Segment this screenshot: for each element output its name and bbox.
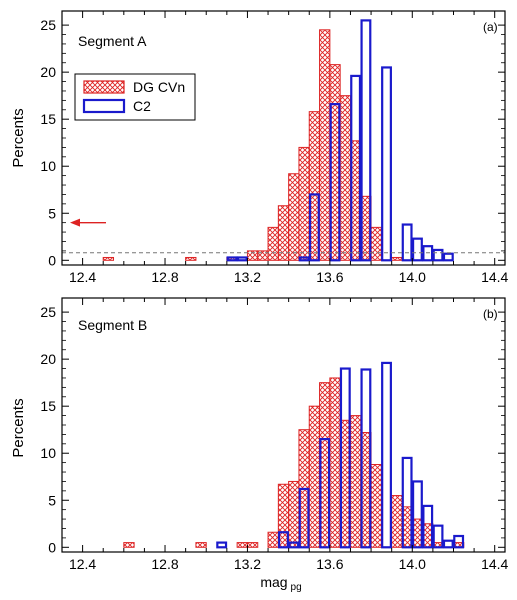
bar [360, 368, 372, 549]
bar [442, 252, 454, 262]
legend-label-c2: C2 [133, 98, 151, 114]
x-tick-label: 12.4 [69, 556, 96, 572]
x-tick-label: 13.6 [316, 269, 343, 285]
bar [381, 361, 392, 549]
bar [411, 480, 423, 549]
panel-a-panel-label: (a) [483, 20, 498, 34]
x-tick-label: 14.0 [399, 556, 426, 572]
bar [102, 256, 115, 261]
panel-b-plot-area: 12.4 12.8 13.2 13.6 14.0 14.4 0 5 10 15 20 25 [40, 297, 509, 572]
panel-b-y-axis-label: Percents [10, 398, 27, 457]
panel-b: 12.4 12.8 13.2 13.6 14.0 14.4 0 5 10 15 20 25 Segme… [10, 297, 509, 593]
bar [123, 542, 135, 548]
bar [391, 256, 403, 261]
y-tick-label: 15 [40, 111, 56, 127]
x-tick-label: 13.2 [234, 556, 261, 572]
panel-a: 12.4 12.8 13.2 13.6 14.0 14.4 0 5 10 15 20 25 Segme… [10, 10, 509, 285]
bar [442, 539, 454, 549]
y-tick-label: 0 [48, 252, 56, 268]
x-tick-label: 12.8 [151, 269, 178, 285]
bar [277, 205, 290, 261]
x-tick-label: 12.4 [69, 269, 96, 285]
bar [349, 415, 362, 548]
bar [185, 256, 197, 261]
bar [246, 542, 259, 548]
bar [319, 438, 331, 549]
bar [288, 480, 300, 548]
panel-b-segment-label: Segment B [78, 317, 147, 333]
arrow-head [70, 218, 80, 227]
x-tick-label: 12.8 [151, 556, 178, 572]
legend-swatch-c2 [82, 98, 126, 114]
bar [288, 173, 300, 261]
y-tick-label: 25 [40, 17, 56, 33]
y-tick-label: 25 [40, 304, 56, 320]
bar [350, 74, 362, 262]
bar [422, 504, 434, 549]
panel-a-segment-label: Segment A [78, 33, 147, 49]
bar [267, 226, 279, 261]
legend-label-dg-cvn: DG CVn [133, 79, 185, 95]
bar [422, 245, 434, 262]
panel-a-series-c2 [226, 19, 454, 262]
arrow-marker [70, 218, 106, 227]
panel-a-series-dg-cvn [102, 29, 403, 261]
y-tick-label: 10 [40, 158, 56, 174]
bar [432, 524, 444, 549]
y-tick-label: 5 [48, 492, 56, 508]
bar [401, 456, 413, 549]
x-axis-label-subscript: pg [291, 582, 302, 593]
bar [453, 534, 465, 549]
x-tick-label: 13.6 [316, 556, 343, 572]
bar [432, 248, 444, 262]
x-tick-label: 14.4 [481, 556, 508, 572]
bar [360, 19, 372, 262]
bar [288, 541, 300, 549]
bar [401, 223, 413, 262]
x-tick-label: 14.0 [399, 269, 426, 285]
bar [319, 29, 331, 261]
panel-a-y-axis-label: Percents [10, 108, 27, 167]
bar [329, 103, 341, 262]
panel-a-plot-area: 12.4 12.8 13.2 13.6 14.0 14.4 0 5 10 15 20 25 [40, 10, 509, 285]
x-tick-label: 14.4 [481, 269, 508, 285]
bar [411, 237, 423, 262]
y-tick-label: 5 [48, 205, 56, 221]
legend-swatch-dg-cvn [83, 80, 125, 94]
bar [236, 256, 248, 262]
bar [226, 256, 238, 262]
bar [339, 367, 351, 549]
bar [236, 542, 248, 548]
x-axis-label: mag pg [260, 574, 301, 593]
bar [298, 146, 310, 261]
bar [278, 531, 289, 549]
bar [339, 95, 351, 261]
bar [381, 66, 392, 262]
panel-b-series-c2 [216, 361, 465, 549]
bar [308, 193, 320, 262]
bar [370, 464, 382, 548]
x-axis-label-main: mag [260, 574, 287, 590]
bar [298, 256, 310, 262]
y-tick-label: 20 [40, 64, 56, 80]
bar [370, 226, 382, 261]
bar [298, 487, 310, 549]
bar [216, 541, 228, 549]
y-tick-label: 10 [40, 445, 56, 461]
y-tick-label: 15 [40, 398, 56, 414]
legend: DG CVn C2 [74, 73, 196, 121]
panel-b-panel-label: (b) [483, 307, 498, 321]
bar [267, 531, 279, 548]
x-tick-label: 13.2 [234, 269, 261, 285]
y-tick-label: 0 [48, 539, 56, 555]
bar [195, 542, 207, 548]
bar [329, 377, 341, 548]
y-tick-label: 20 [40, 351, 56, 367]
bar [308, 405, 321, 548]
bar [391, 495, 403, 548]
